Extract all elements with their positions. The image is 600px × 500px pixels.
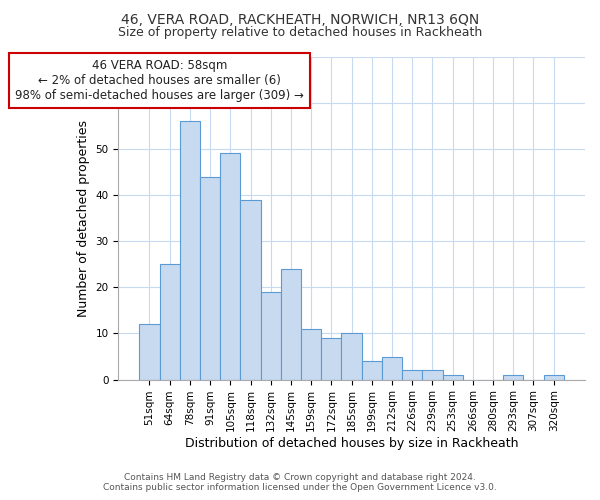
Text: Size of property relative to detached houses in Rackheath: Size of property relative to detached ho… <box>118 26 482 39</box>
X-axis label: Distribution of detached houses by size in Rackheath: Distribution of detached houses by size … <box>185 437 518 450</box>
Bar <box>443 375 463 380</box>
Bar <box>362 361 382 380</box>
Bar <box>321 338 341 380</box>
Bar <box>180 121 200 380</box>
Bar <box>241 200 260 380</box>
Bar <box>422 370 443 380</box>
Bar <box>260 292 281 380</box>
Bar <box>220 154 241 380</box>
Bar <box>139 324 160 380</box>
Text: 46 VERA ROAD: 58sqm
← 2% of detached houses are smaller (6)
98% of semi-detached: 46 VERA ROAD: 58sqm ← 2% of detached hou… <box>15 59 304 102</box>
Bar <box>544 375 564 380</box>
Text: 46, VERA ROAD, RACKHEATH, NORWICH, NR13 6QN: 46, VERA ROAD, RACKHEATH, NORWICH, NR13 … <box>121 12 479 26</box>
Bar <box>341 334 362 380</box>
Bar <box>503 375 523 380</box>
Text: Contains HM Land Registry data © Crown copyright and database right 2024.
Contai: Contains HM Land Registry data © Crown c… <box>103 473 497 492</box>
Y-axis label: Number of detached properties: Number of detached properties <box>77 120 90 316</box>
Bar <box>200 176 220 380</box>
Bar <box>160 264 180 380</box>
Bar <box>402 370 422 380</box>
Bar <box>382 356 402 380</box>
Bar <box>281 269 301 380</box>
Bar <box>301 329 321 380</box>
